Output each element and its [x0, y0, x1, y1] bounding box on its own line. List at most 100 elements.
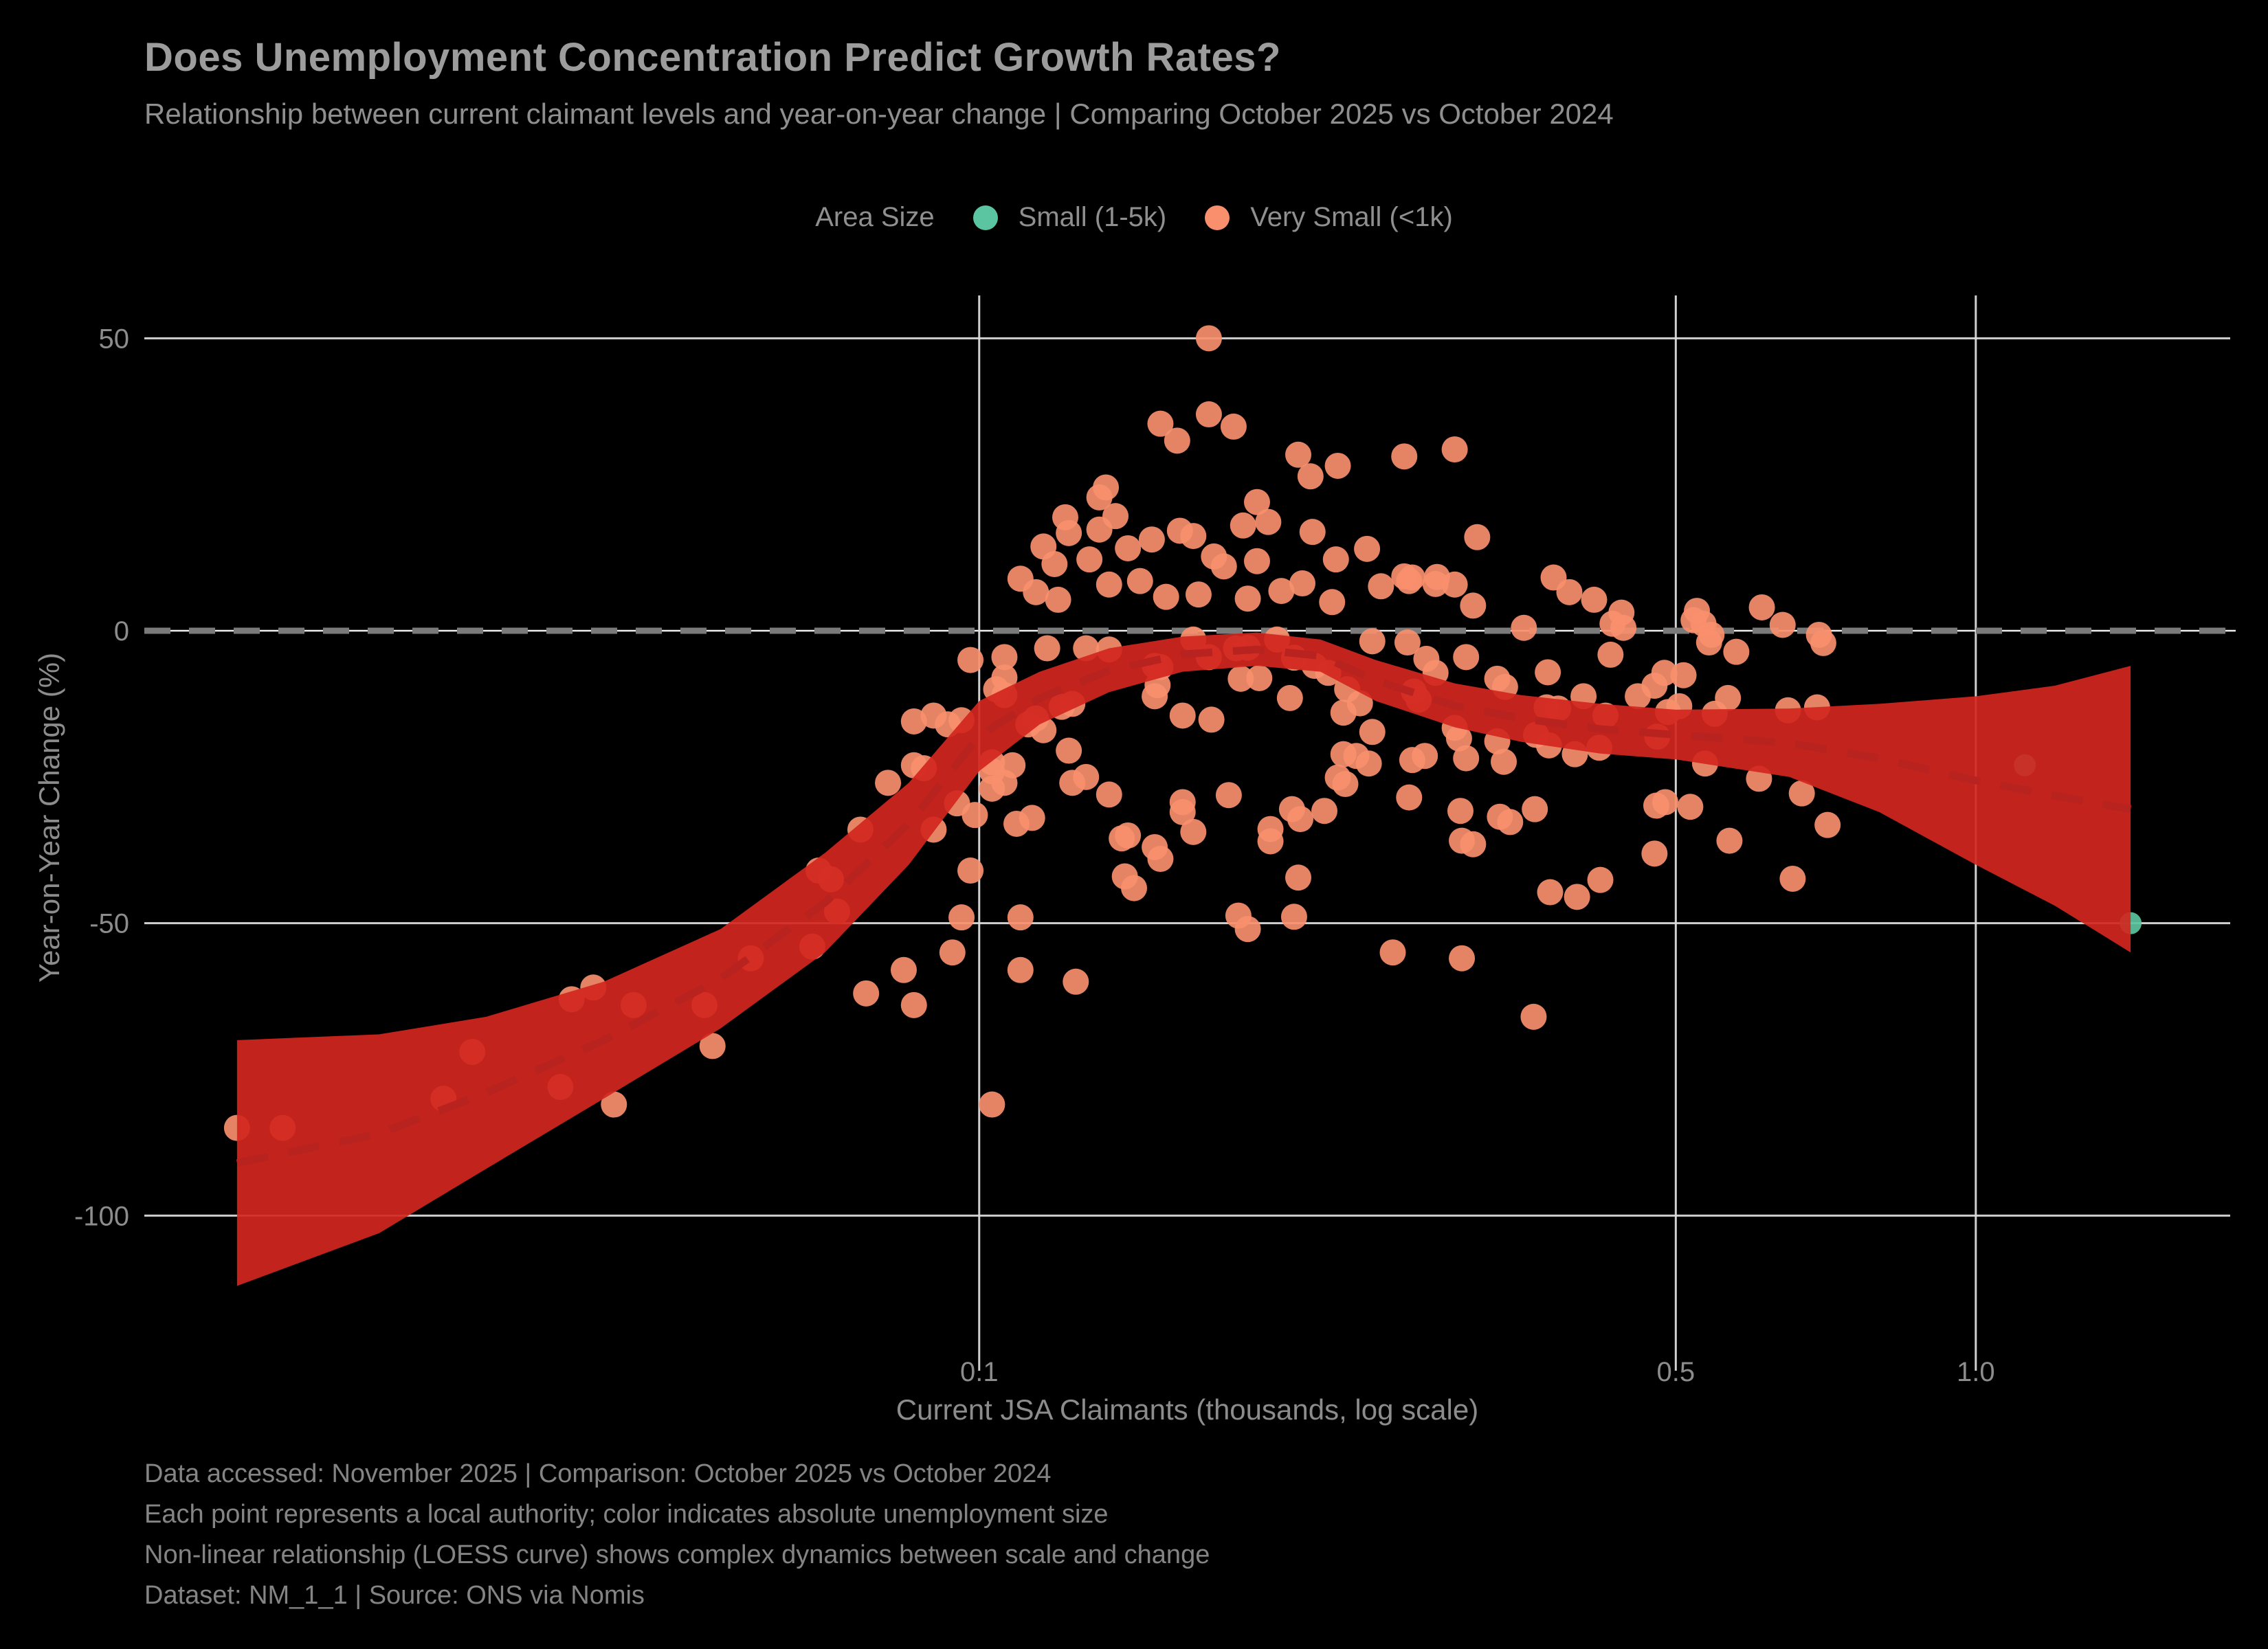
scatter-point: [939, 939, 966, 966]
legend-item-small[interactable]: Small (1-5k): [972, 202, 1167, 233]
scatter-point: [1045, 586, 1071, 613]
scatter-point: [1220, 413, 1247, 440]
scatter-point: [1142, 683, 1168, 710]
y-axis-title: Year-on-Year Change (%): [33, 652, 65, 983]
scatter-point: [1346, 690, 1373, 717]
scatter-point: [1490, 748, 1517, 775]
scatter-point: [1537, 879, 1564, 906]
scatter-point: [900, 991, 927, 1018]
scatter-point: [1138, 526, 1165, 553]
scatter-point: [1280, 904, 1307, 930]
scatter-point: [1147, 410, 1174, 437]
scatter-point: [890, 956, 917, 983]
scatter-point: [1195, 401, 1222, 428]
legend-item-very-small[interactable]: Very Small (<1k): [1205, 202, 1453, 233]
scatter-point: [1169, 798, 1196, 825]
scatter-point: [1597, 641, 1624, 668]
scatter-point: [991, 664, 1018, 691]
scatter-point: [1227, 665, 1254, 692]
scatter-point: [1076, 546, 1103, 573]
scatter-point: [1268, 578, 1295, 605]
scatter-point: [1019, 805, 1045, 831]
scatter-point: [1180, 818, 1207, 845]
scatter-point: [1610, 614, 1637, 641]
scatter-point: [1311, 798, 1338, 824]
scatter-point: [1460, 831, 1487, 857]
scatter-point: [1287, 806, 1314, 833]
scatter-point: [1086, 516, 1113, 543]
scatter-point: [1715, 684, 1742, 711]
scatter-point: [1285, 864, 1312, 891]
legend-dot-very-small-icon: [1205, 205, 1230, 230]
scatter-point: [1111, 863, 1138, 890]
scatter-point: [1391, 443, 1418, 470]
loess-confidence-band: [236, 632, 2131, 1286]
legend-label-small: Small (1-5k): [1018, 202, 1167, 232]
scatter-point: [1180, 523, 1207, 550]
scatter-point: [1399, 564, 1425, 591]
scatter-point: [853, 980, 880, 1007]
scatter-point: [1652, 789, 1679, 816]
scatter-point: [1814, 811, 1841, 838]
footer-line-4: Dataset: NM_1_1 | Source: ONS via Nomis: [144, 1581, 645, 1610]
footer-line-2: Each point represents a local authority;…: [144, 1500, 1109, 1529]
scatter-point: [1056, 519, 1082, 546]
legend-label-very-small: Very Small (<1k): [1250, 202, 1453, 232]
scatter-point: [1041, 550, 1068, 577]
y-tick-label: 50: [99, 324, 130, 354]
page-title: Does Unemployment Concentration Predict …: [144, 35, 1281, 80]
scatter-point: [1651, 660, 1678, 686]
scatter-point: [1581, 586, 1608, 613]
footer-line-1: Data accessed: November 2025 | Compariso…: [144, 1459, 1052, 1488]
scatter-point: [900, 708, 927, 734]
scatter-point: [1522, 796, 1548, 822]
scatter-point: [1096, 571, 1122, 598]
scatter-point: [1185, 581, 1212, 608]
scatter-point: [1368, 573, 1394, 600]
scatter-point: [1453, 644, 1480, 671]
scatter-point: [1587, 866, 1614, 893]
scatter-point: [1497, 809, 1524, 835]
scatter-point: [1355, 750, 1382, 777]
y-tick-label: 0: [114, 616, 129, 647]
x-tick-label: 0.1: [960, 1357, 999, 1387]
scatter-point: [1464, 524, 1491, 550]
scatter-point: [1359, 719, 1386, 745]
scatter-point: [1034, 635, 1060, 662]
scatter-point: [1422, 570, 1449, 597]
scatter-point: [1332, 771, 1359, 798]
scatter-point: [1225, 902, 1252, 929]
x-tick-label: 0.5: [1657, 1357, 1696, 1387]
page-subtitle: Relationship between current claimant le…: [144, 98, 1614, 130]
scatter-point: [1115, 535, 1142, 561]
scatter-point: [1535, 659, 1561, 686]
scatter-point: [1007, 904, 1034, 931]
scatter-point: [1324, 452, 1351, 479]
scatter-point: [1297, 463, 1324, 490]
scatter-point: [1441, 571, 1468, 598]
scatter-point: [1520, 1003, 1547, 1030]
scatter-point: [1276, 684, 1303, 711]
legend-title: Area Size: [815, 202, 935, 232]
loess-mean-line: [236, 645, 2132, 1167]
scatter-point: [1164, 427, 1190, 454]
scatter-point: [1230, 512, 1256, 539]
scatter-point: [1285, 441, 1312, 468]
scatter-point: [1289, 570, 1316, 597]
scatter-point: [1073, 763, 1100, 790]
scatter-point: [1677, 794, 1704, 820]
scatter-point: [1255, 508, 1282, 535]
y-tick-label: -100: [74, 1201, 129, 1231]
scatter-point: [1115, 822, 1142, 849]
scatter-point: [1449, 945, 1476, 972]
legend: Area Size Small (1-5k) Very Small (<1k): [0, 202, 2268, 233]
scatter-point: [1322, 546, 1349, 573]
y-tick-label: -50: [89, 909, 129, 939]
scatter-point: [1243, 489, 1270, 515]
scatter-point: [1246, 664, 1273, 691]
scatter-point: [1748, 594, 1775, 620]
scatter-point: [1564, 884, 1590, 910]
scatter-point: [999, 752, 1026, 778]
scatter-point: [1810, 629, 1836, 656]
